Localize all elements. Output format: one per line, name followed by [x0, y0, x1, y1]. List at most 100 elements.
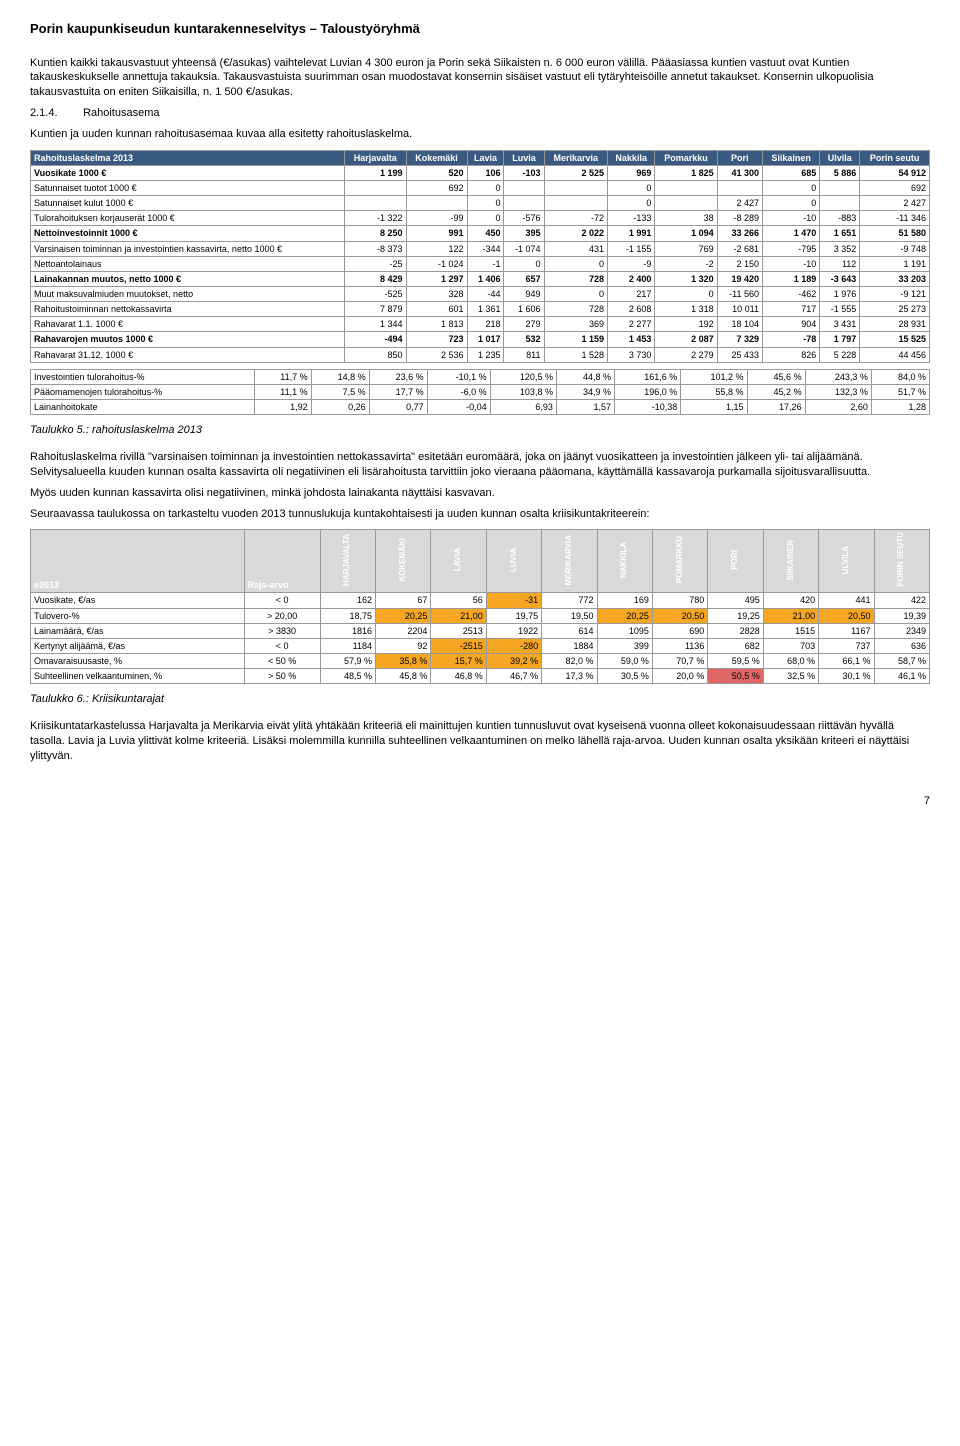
cell: 92: [375, 638, 430, 653]
cell: -31: [486, 593, 541, 608]
cell: 50,5 %: [708, 669, 763, 684]
cell: -883: [820, 211, 860, 226]
cell: 2 525: [544, 165, 607, 180]
cell: 2 400: [607, 271, 654, 286]
cell: [544, 196, 607, 211]
cell: 1 159: [544, 332, 607, 347]
intro-paragraph-1: Kuntien kaikki takausvastuut yhteensä (€…: [30, 56, 930, 101]
table-row: Lainanhoitokate1,920,260,77-0,046,931,57…: [31, 400, 930, 415]
crisis-table: e2013Raja-arvoHARJAVALTAKOKEMÄKILAVIALUV…: [30, 529, 930, 684]
cell: 728: [544, 271, 607, 286]
row-label: Satunnaiset kulut 1000 €: [31, 196, 345, 211]
table-header: Kokemäki: [406, 150, 467, 165]
cell: 769: [655, 241, 717, 256]
cell: 162: [320, 593, 375, 608]
cell: 1,15: [681, 400, 747, 415]
table-header: LUVIA: [486, 530, 541, 593]
cell: 1515: [763, 623, 818, 638]
cell: 39,2 %: [486, 653, 541, 668]
cell: 2 279: [655, 347, 717, 362]
cell: 84,0 %: [871, 369, 929, 384]
cell: 2 427: [860, 196, 930, 211]
row-label: Nettoantolainaus: [31, 256, 345, 271]
table-header: POMARKKU: [652, 530, 707, 593]
cell: < 0: [244, 593, 320, 608]
cell: 20,50: [652, 608, 707, 623]
cell: -10,38: [614, 400, 680, 415]
cell: 68,0 %: [763, 653, 818, 668]
cell: 44 456: [860, 347, 930, 362]
cell: -99: [406, 211, 467, 226]
paragraph-2: Rahoituslaskelma rivillä "varsinaisen to…: [30, 450, 930, 480]
cell: -103: [504, 165, 544, 180]
cell: > 3830: [244, 623, 320, 638]
cell: -1 555: [820, 302, 860, 317]
cell: 3 730: [607, 347, 654, 362]
cell: 601: [406, 302, 467, 317]
cell: 723: [406, 332, 467, 347]
table-header: Pori: [717, 150, 762, 165]
cell: 45,2 %: [747, 384, 805, 399]
table-header: LAVIA: [431, 530, 486, 593]
cell: 0: [544, 287, 607, 302]
cell: 1 235: [467, 347, 504, 362]
cell: 850: [344, 347, 406, 362]
row-label: Nettoinvestoinnit 1000 €: [31, 226, 345, 241]
cell: > 20,00: [244, 608, 320, 623]
cell: -10: [763, 256, 820, 271]
cell: 7 879: [344, 302, 406, 317]
table-row: Nettoantolainaus-25-1 024-100-9-22 150-1…: [31, 256, 930, 271]
cell: 0,77: [369, 400, 427, 415]
cell: 20,0 %: [652, 669, 707, 684]
cell: [544, 181, 607, 196]
cell: 1136: [652, 638, 707, 653]
table-header: PORIN SEUTU: [874, 530, 930, 593]
cell: 120,5 %: [490, 369, 556, 384]
table-header: MERIKARVIA: [542, 530, 597, 593]
cell: 30,1 %: [819, 669, 874, 684]
cell: 7 329: [717, 332, 762, 347]
cell: 59,0 %: [597, 653, 652, 668]
row-label: Suhteellinen velkaantuminen, %: [31, 669, 245, 684]
cell: -9: [607, 256, 654, 271]
row-label: Kertynyt alijäämä, €/as: [31, 638, 245, 653]
cell: < 0: [244, 638, 320, 653]
cell: 1095: [597, 623, 652, 638]
cell: 21,00: [763, 608, 818, 623]
cell: 2513: [431, 623, 486, 638]
table-row: Tulorahoituksen korjauserät 1000 €-1 322…: [31, 211, 930, 226]
cell: 67: [375, 593, 430, 608]
cell: 20,25: [375, 608, 430, 623]
cell: 66,1 %: [819, 653, 874, 668]
cell: 161,6 %: [614, 369, 680, 384]
cell: 904: [763, 317, 820, 332]
cell: 0: [763, 181, 820, 196]
cell: 0: [655, 287, 717, 302]
cell: 15 525: [860, 332, 930, 347]
table-row: Rahavarojen muutos 1000 €-4947231 017532…: [31, 332, 930, 347]
cell: [655, 181, 717, 196]
doc-title: Porin kaupunkiseudun kuntarakenneselvity…: [30, 20, 930, 38]
row-label: Omavaraisuusaste, %: [31, 653, 245, 668]
cell: 1 976: [820, 287, 860, 302]
cell: [504, 196, 544, 211]
cell: 949: [504, 287, 544, 302]
cell: 0,26: [311, 400, 369, 415]
cell: 495: [708, 593, 763, 608]
cell: -795: [763, 241, 820, 256]
cell: 23,6 %: [369, 369, 427, 384]
cell: 3 352: [820, 241, 860, 256]
cell: -1: [467, 256, 504, 271]
cell: 826: [763, 347, 820, 362]
financing-table: Rahoituslaskelma 2013HarjavaltaKokemäkiL…: [30, 150, 930, 363]
row-label: Rahoitustoiminnan nettokassavirta: [31, 302, 345, 317]
row-label: Tulovero-%: [31, 608, 245, 623]
cell: 420: [763, 593, 818, 608]
cell: 5 886: [820, 165, 860, 180]
cell: 217: [607, 287, 654, 302]
row-label: Tulorahoituksen korjauserät 1000 €: [31, 211, 345, 226]
cell: 2349: [874, 623, 930, 638]
table-row: Investointien tulorahoitus-%11,7 %14,8 %…: [31, 369, 930, 384]
cell: 2 150: [717, 256, 762, 271]
cell: 811: [504, 347, 544, 362]
